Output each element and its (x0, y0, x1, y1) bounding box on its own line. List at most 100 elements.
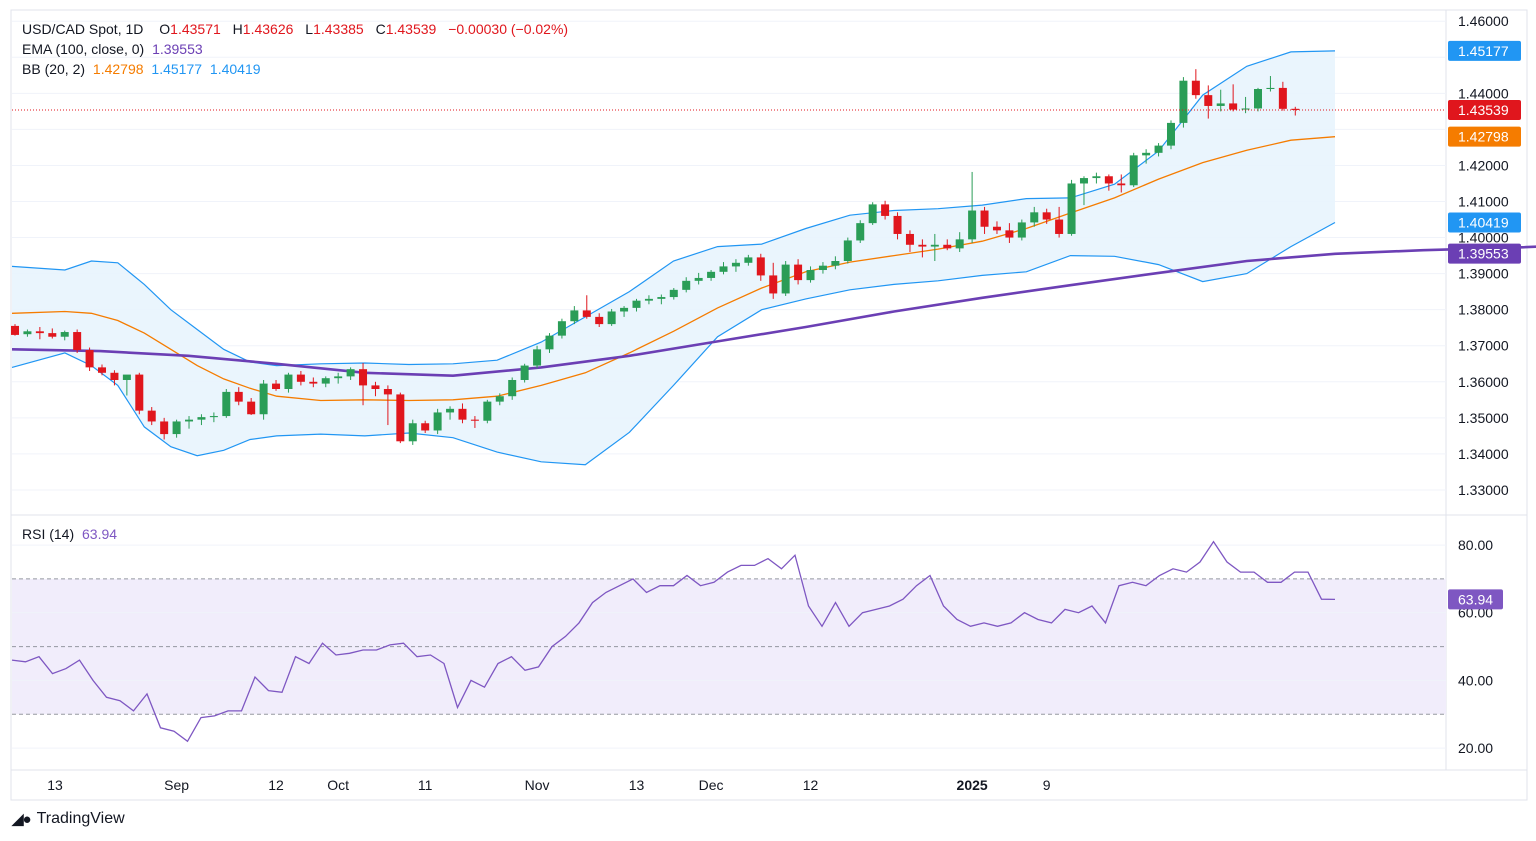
change-value: −0.00030 (−0.02%) (448, 21, 569, 37)
candle-body (209, 416, 218, 418)
price-tick-label: 1.38000 (1458, 302, 1509, 318)
candle-body (769, 275, 778, 294)
tradingview-logo[interactable]: ◢● TradingView (12, 810, 125, 828)
candle-body (694, 277, 703, 281)
candle-body (458, 408, 467, 420)
candle-body (818, 265, 827, 271)
candle-body (1154, 145, 1163, 153)
price-tick-label: 1.44000 (1458, 85, 1509, 101)
rsi-legend: RSI (14) 63.94 (22, 526, 121, 542)
price-tick-label: 1.41000 (1458, 194, 1509, 210)
candle-body (1229, 103, 1238, 110)
candle-body (644, 298, 653, 301)
candle-body (893, 215, 902, 234)
candle-body (756, 257, 765, 276)
candle-body (470, 419, 479, 421)
candle-body (1191, 80, 1200, 96)
candle-body (85, 350, 94, 368)
rsi-tick-label: 80.00 (1458, 537, 1493, 553)
candle-body (222, 391, 231, 417)
candle-body (856, 223, 865, 241)
time-tick-label: 11 (418, 777, 433, 793)
bb-label[interactable]: BB (20, 2) (22, 61, 86, 77)
candle-body (980, 210, 989, 227)
rsi-badge-label: 63.94 (1458, 591, 1493, 607)
candle-body (1266, 87, 1275, 90)
candle-body (1005, 230, 1014, 238)
candle-body (1129, 155, 1138, 186)
candle-body (1204, 95, 1213, 106)
price-tick-label: 1.46000 (1458, 13, 1509, 29)
bb-lower-value: 1.40419 (209, 61, 261, 77)
candle-body (321, 378, 330, 384)
candle-body (731, 262, 740, 267)
rsi-line (11, 540, 1336, 743)
symbol-label[interactable]: USD/CAD Spot, 1D (22, 21, 144, 37)
tradingview-logo-icon: ◢● (12, 811, 32, 828)
candle-body (234, 391, 243, 402)
time-tick-label: Oct (327, 777, 349, 793)
candle-body (122, 374, 131, 380)
price-badge-label: 1.39553 (1458, 246, 1509, 262)
candle-body (794, 264, 803, 281)
ema-legend: EMA (100, close, 0) 1.39553 (22, 41, 207, 57)
candle-body (147, 410, 156, 422)
candle-body (197, 417, 206, 420)
candle-body (371, 385, 380, 390)
candle-body (1117, 183, 1126, 186)
price-tick-label: 1.33000 (1458, 482, 1509, 498)
candle-body (918, 244, 927, 247)
candle-body (557, 321, 566, 336)
candle-body (545, 335, 554, 350)
candle-body (682, 280, 691, 290)
price-badge (1448, 40, 1521, 61)
price-badge-label: 1.40419 (1458, 214, 1509, 230)
time-tick-label: 13 (629, 777, 645, 793)
candle-body (943, 244, 952, 249)
candle-body (483, 401, 492, 421)
candle-body (868, 204, 877, 224)
rsi-badge (1448, 589, 1503, 610)
candle-body (1241, 108, 1250, 110)
candle-body (408, 423, 417, 442)
low-label: L (305, 21, 314, 37)
price-tick-label: 1.39000 (1458, 266, 1509, 282)
ema-value: 1.39553 (152, 41, 203, 57)
candle-body (1017, 222, 1026, 238)
candle-body (806, 270, 815, 281)
candle-body (508, 379, 517, 397)
time-tick-label: Dec (699, 777, 724, 793)
rsi-label[interactable]: RSI (14) (22, 526, 75, 542)
rsi-tick-label: 40.00 (1458, 672, 1493, 688)
candle-body (495, 396, 504, 402)
candle-body (1166, 122, 1175, 146)
time-tick-label: 2025 (957, 777, 988, 793)
candle-body (1092, 176, 1101, 179)
candle-body (533, 349, 542, 366)
candle-body (73, 332, 82, 351)
price-tick-label: 1.34000 (1458, 446, 1509, 462)
time-tick-label: 13 (47, 777, 63, 793)
candle-body (247, 401, 256, 415)
candle-body (60, 332, 69, 337)
chart-frame (10, 9, 1528, 801)
candle-body (160, 421, 169, 435)
candle-body (1042, 212, 1051, 220)
ema-label[interactable]: EMA (100, close, 0) (22, 41, 145, 57)
candle-body (1179, 80, 1188, 123)
candle-body (669, 289, 678, 298)
bollinger-band-fill (12, 50, 1335, 465)
price-badge (1448, 126, 1521, 147)
candle-body (707, 271, 716, 278)
candle-body (744, 257, 753, 263)
bb-mid-line (11, 136, 1336, 402)
candle-body (135, 374, 144, 411)
candle-body (1278, 87, 1287, 109)
candle-body (570, 310, 579, 322)
candle-body (905, 233, 914, 245)
candle-body (632, 300, 641, 308)
candle-body (172, 421, 181, 435)
candle-body (719, 266, 728, 272)
candle-body (968, 210, 977, 240)
candle-body (35, 331, 44, 334)
